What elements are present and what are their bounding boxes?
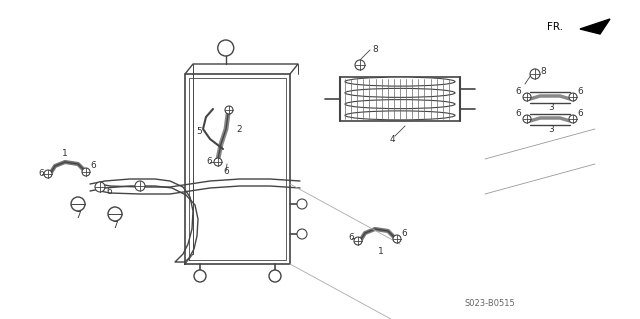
Circle shape xyxy=(95,182,105,192)
Text: 6: 6 xyxy=(223,167,228,175)
Circle shape xyxy=(82,168,90,176)
Ellipse shape xyxy=(345,77,455,86)
Text: 3: 3 xyxy=(548,102,554,112)
Text: 6: 6 xyxy=(401,228,407,238)
Text: S023-B0515: S023-B0515 xyxy=(465,300,515,308)
Text: 8: 8 xyxy=(372,46,378,55)
Circle shape xyxy=(355,60,365,70)
Circle shape xyxy=(214,158,222,166)
Text: 6: 6 xyxy=(515,86,521,95)
Text: 6: 6 xyxy=(106,187,112,196)
Circle shape xyxy=(108,207,122,221)
Circle shape xyxy=(297,229,307,239)
Circle shape xyxy=(569,115,577,123)
Ellipse shape xyxy=(345,88,455,97)
Text: 7: 7 xyxy=(112,220,118,229)
Circle shape xyxy=(393,235,401,243)
Circle shape xyxy=(218,40,234,56)
Circle shape xyxy=(194,270,206,282)
Circle shape xyxy=(225,106,233,114)
Text: 3: 3 xyxy=(548,124,554,133)
Text: FR.: FR. xyxy=(547,22,563,32)
Text: 6: 6 xyxy=(38,169,44,179)
Ellipse shape xyxy=(345,111,455,120)
Text: 6: 6 xyxy=(577,86,583,95)
Circle shape xyxy=(269,270,281,282)
Text: 8: 8 xyxy=(540,66,546,76)
Circle shape xyxy=(354,237,362,245)
Text: 6: 6 xyxy=(206,158,212,167)
Text: 5: 5 xyxy=(196,128,202,137)
Text: 4: 4 xyxy=(390,135,396,144)
Text: 6: 6 xyxy=(515,108,521,117)
Text: 1: 1 xyxy=(62,150,68,159)
Circle shape xyxy=(523,115,531,123)
Text: 7: 7 xyxy=(75,211,81,219)
Circle shape xyxy=(523,93,531,101)
Text: 1: 1 xyxy=(378,247,384,256)
Circle shape xyxy=(44,170,52,178)
Text: 6: 6 xyxy=(577,108,583,117)
Circle shape xyxy=(135,181,145,191)
Circle shape xyxy=(569,93,577,101)
Circle shape xyxy=(530,69,540,79)
Text: 2: 2 xyxy=(236,124,242,133)
Text: 6: 6 xyxy=(348,234,354,242)
Polygon shape xyxy=(580,19,610,34)
Circle shape xyxy=(297,199,307,209)
Ellipse shape xyxy=(345,100,455,109)
Circle shape xyxy=(71,197,85,211)
Text: 6: 6 xyxy=(90,161,96,170)
